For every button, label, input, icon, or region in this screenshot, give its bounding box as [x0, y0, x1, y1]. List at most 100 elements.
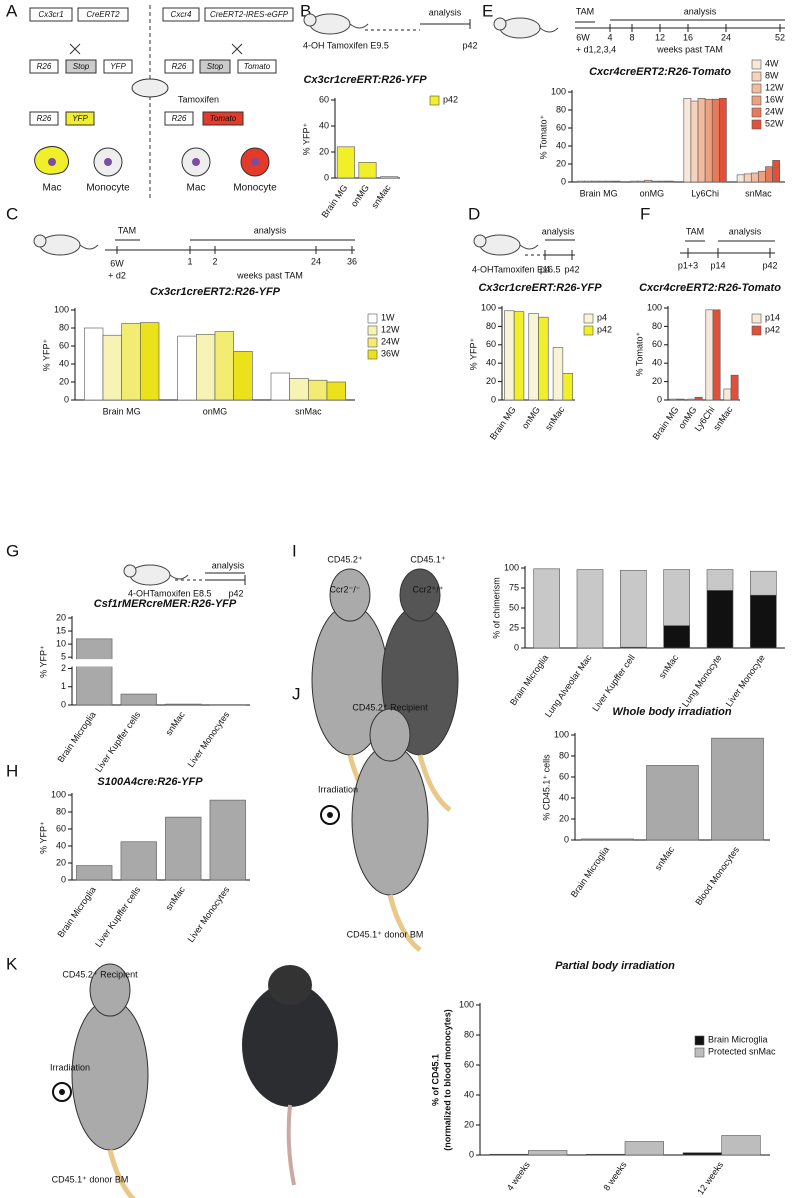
mouse-icon — [131, 78, 169, 98]
bar — [209, 799, 246, 881]
x-tick-label: onMG — [520, 405, 542, 431]
bar — [326, 381, 346, 401]
legend-swatch — [751, 107, 762, 118]
legend-label: p4 — [597, 312, 607, 322]
bar — [289, 378, 309, 401]
mouse-photo — [242, 983, 338, 1107]
annotation: p42 — [762, 260, 777, 270]
bar — [758, 170, 766, 183]
axis-break — [66, 659, 250, 667]
x-tick-label: snMac — [543, 404, 567, 432]
gene-label: Stop — [207, 62, 224, 71]
annotation: CD45.2⁺ Recipient — [62, 969, 138, 979]
y-tick-label: 0 — [469, 1149, 474, 1159]
chart-title: Cx3cr1creERT:R26-YFP — [303, 74, 427, 86]
legend-label: 24W — [381, 336, 400, 346]
bar — [552, 347, 564, 401]
y-tick-label: 100 — [54, 304, 69, 314]
y-tick-label: 60 — [556, 122, 566, 132]
y-tick-label: 50 — [509, 602, 519, 612]
legend-label: 12W — [765, 82, 784, 92]
annotation: 8 — [629, 32, 634, 42]
legend-label: p42 — [765, 324, 780, 334]
bar — [736, 174, 745, 183]
gene-label: YFP — [110, 62, 126, 71]
bar — [620, 570, 647, 648]
bar — [140, 322, 160, 401]
bar — [612, 180, 621, 183]
bar — [663, 569, 690, 626]
annotation: CD45.2⁺ Recipient — [352, 702, 428, 712]
gene-box — [65, 59, 97, 74]
bar — [743, 173, 752, 183]
legend-label: 4W — [765, 58, 779, 68]
legend-label: p42 — [443, 94, 458, 104]
treatment-label: Tamoxifen — [178, 94, 219, 104]
y-tick-label: 60 — [652, 339, 662, 349]
bar — [706, 590, 734, 649]
y-tick-label: 40 — [56, 840, 66, 850]
bar — [120, 841, 157, 881]
cell-label: Mac — [187, 183, 206, 194]
chart-title: Csf1rMERcreMER:R26-YFP — [94, 598, 237, 610]
bar — [121, 323, 141, 401]
annotation: weeks past TAM — [656, 44, 723, 54]
bar — [637, 180, 646, 183]
mouse-icon — [129, 564, 171, 586]
y-axis-label: % YFP⁺ — [41, 338, 51, 371]
gene-label: CreERT2 — [86, 10, 120, 19]
gene-label: R26 — [172, 62, 187, 71]
mouse-tail — [169, 574, 189, 580]
gene-box — [237, 59, 277, 74]
x-tick-label: Brain Microglia — [508, 653, 550, 708]
y-tick-label: 10 — [56, 638, 66, 648]
legend-label: p14 — [765, 312, 780, 322]
legend-label: Protected snMac — [708, 1046, 776, 1056]
annotation: p1+3 — [678, 260, 698, 270]
annotation: p14 — [710, 260, 725, 270]
bar — [577, 180, 585, 183]
mouse-tail — [286, 1104, 296, 1186]
y-axis-label: % YFP⁺ — [301, 122, 311, 155]
y-tick-label: 20 — [486, 376, 496, 386]
x-tick-label: 12 weeks — [695, 1159, 725, 1196]
bar — [706, 569, 734, 591]
y-axis-label: % CD45.1⁺ cells — [541, 754, 551, 821]
bar — [711, 98, 720, 183]
legend-swatch — [751, 83, 762, 94]
annotation: weeks past TAM — [236, 270, 303, 280]
legend-label: 24W — [765, 106, 784, 116]
bar — [513, 311, 525, 401]
y-tick-label: 100 — [647, 302, 662, 312]
x-tick-label: snMac — [163, 884, 187, 912]
annotation: + d2 — [108, 270, 126, 280]
mouse-icon — [499, 17, 541, 39]
x-tick-label: Liver Monocyte — [724, 653, 767, 709]
panel-letter: J — [292, 684, 301, 703]
y-tick-label: 20 — [559, 813, 569, 823]
bar — [76, 638, 113, 706]
legend-label: 36W — [381, 348, 400, 358]
panel-letter: I — [292, 541, 297, 560]
y-axis-label: % Tomato⁺ — [634, 331, 644, 376]
mouse-drawing — [71, 999, 149, 1151]
y-tick-label: 0 — [61, 699, 66, 709]
annotation: 1 — [187, 256, 192, 266]
annotation: analysis — [684, 6, 717, 16]
bar — [712, 309, 721, 401]
y-tick-label: 5 — [61, 652, 66, 662]
x-tick-label: snMac — [657, 652, 681, 680]
gene-label: Cxcr4 — [171, 10, 192, 19]
chart-title: Cx3cr1creERT:R26-YFP — [478, 282, 602, 294]
gene-box — [202, 111, 244, 126]
gene-box — [199, 59, 231, 74]
x-tick-label: snMac — [163, 709, 187, 737]
legend-label: 1W — [381, 312, 395, 322]
legend-swatch — [751, 325, 762, 336]
y-tick-label: 40 — [559, 792, 569, 802]
legend-swatch — [694, 1047, 705, 1058]
gene-label: CreERT2-IRES-eGFP — [210, 10, 289, 19]
legend-swatch — [367, 313, 378, 324]
mouse-tail — [349, 23, 369, 29]
x-tick-label: onMG — [349, 183, 371, 209]
